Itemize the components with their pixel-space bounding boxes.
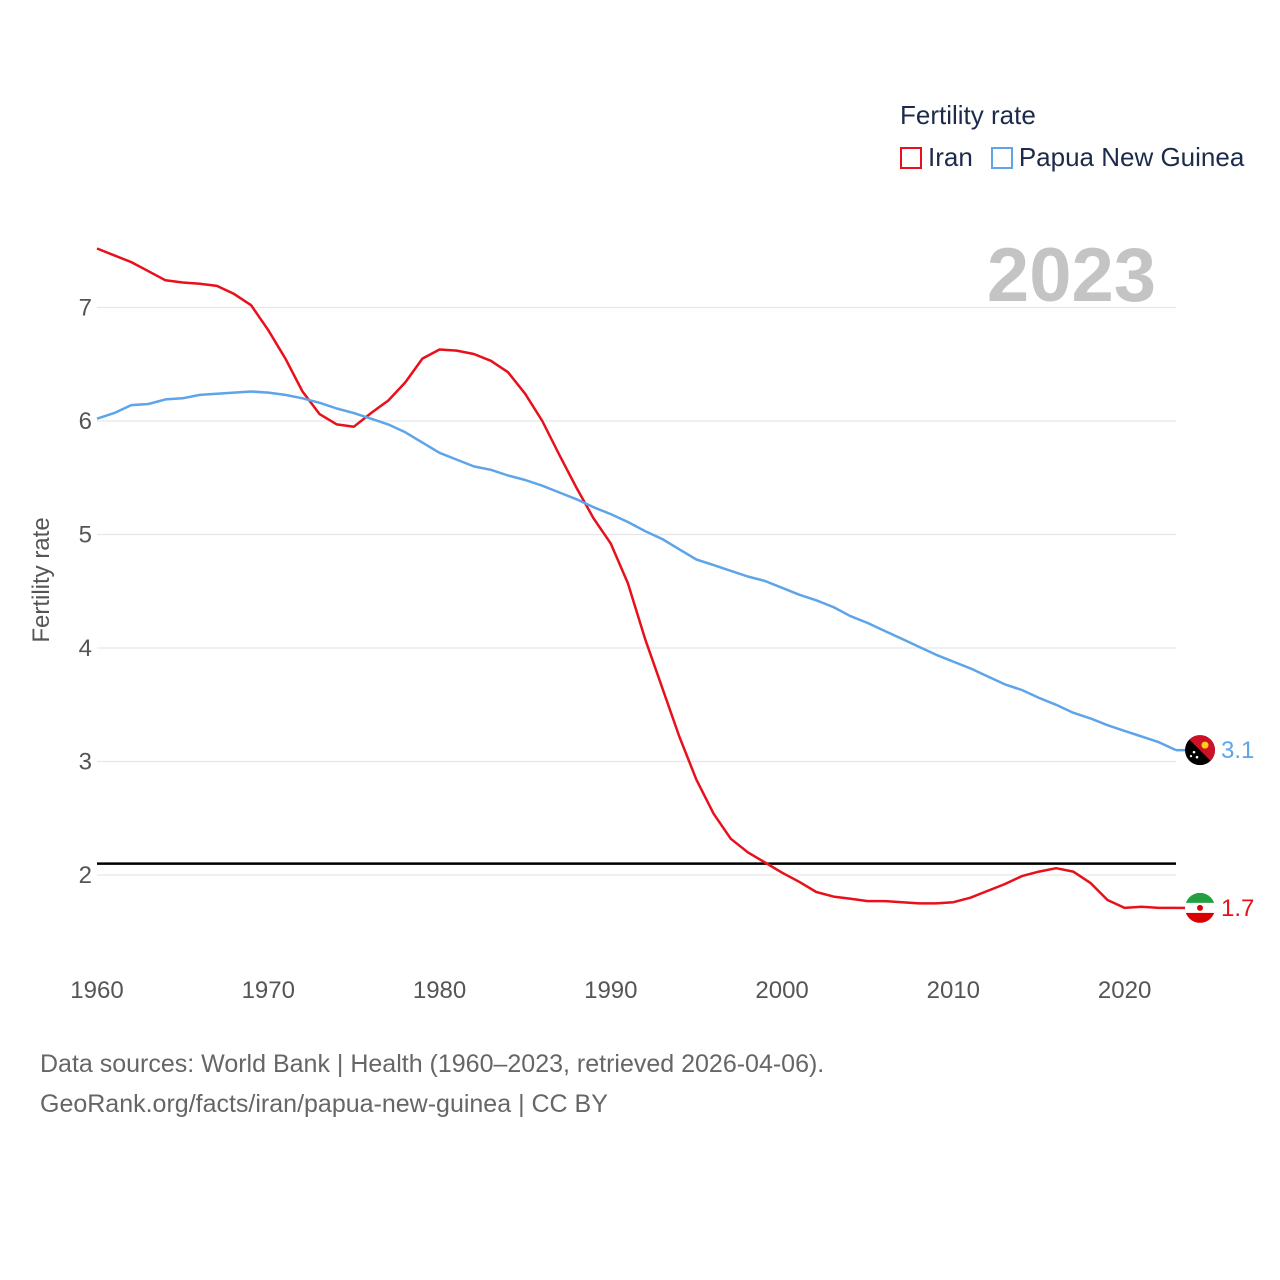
end-markers: 1.7 3.1 [1176, 735, 1254, 923]
x-tick-label: 2020 [1098, 977, 1151, 1004]
y-tick-label: 5 [79, 522, 92, 549]
x-tick-label: 2000 [755, 977, 808, 1004]
legend-label-papua-new-guinea: Papua New Guinea [1018, 142, 1245, 172]
iran-flag-icon [1185, 892, 1215, 923]
y-tick-label: 7 [79, 295, 92, 322]
y-tick-label: 3 [79, 749, 92, 776]
y-axis-label: Fertility rate [28, 517, 55, 643]
series-line-papua-new-guinea [96, 390, 1177, 752]
end-label-iran: 1.7 [1221, 895, 1254, 922]
grid-lines [97, 306, 1176, 876]
x-tick-label: 1990 [584, 977, 637, 1004]
legend-swatch-iran [900, 146, 922, 169]
x-axis: 1960 1970 1980 1990 2000 2010 2020 [70, 977, 1151, 1004]
end-label-papua-new-guinea: 3.1 [1221, 737, 1254, 764]
y-tick-label: 2 [79, 862, 92, 889]
y-axis: 2 3 4 5 6 7 [79, 295, 92, 890]
legend-item-papua-new-guinea[interactable]: Papua New Guinea [990, 142, 1245, 173]
legend-label-iran: Iran [928, 142, 973, 172]
source-line-2[interactable]: GeoRank.org/facts/iran/papua-new-guinea … [40, 1090, 608, 1118]
papua-new-guinea-flag-icon [1185, 735, 1215, 766]
y-tick-label: 4 [79, 635, 92, 662]
y-tick-label: 6 [79, 408, 92, 435]
source-note: Data sources: World Bank | Health (1960–… [40, 1044, 824, 1124]
x-tick-label: 1980 [413, 977, 466, 1004]
year-label: 2023 [986, 233, 1156, 318]
legend-title: Fertility rate [900, 100, 1036, 130]
series-group [96, 247, 1177, 910]
legend-item-iran[interactable]: Iran [900, 142, 973, 173]
x-tick-label: 2010 [927, 977, 980, 1004]
legend: Iran Papua New Guinea [900, 142, 1262, 173]
x-tick-label: 1970 [242, 977, 295, 1004]
source-line-1: Data sources: World Bank | Health (1960–… [40, 1050, 825, 1078]
series-line-iran [96, 247, 1176, 910]
legend-swatch-papua-new-guinea [990, 146, 1013, 169]
x-tick-label: 1960 [70, 977, 123, 1004]
